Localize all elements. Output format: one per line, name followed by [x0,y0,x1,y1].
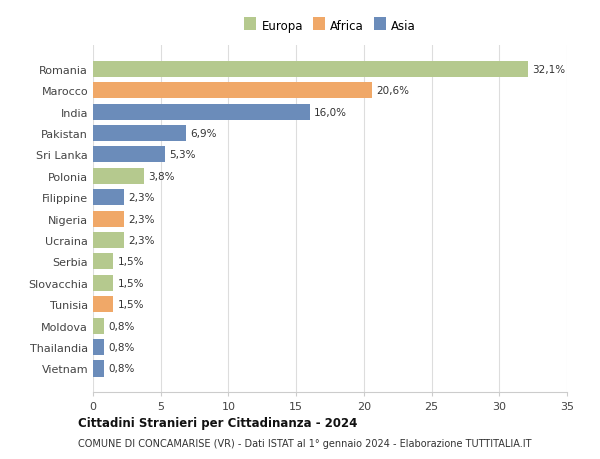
Text: 1,5%: 1,5% [118,278,144,288]
Bar [93,361,104,377]
Bar [93,126,187,142]
Bar [93,233,124,248]
Bar [93,254,113,270]
Text: 2,3%: 2,3% [128,235,155,246]
Bar [93,168,145,185]
Text: 3,8%: 3,8% [149,172,175,181]
Bar [93,297,113,313]
Bar [93,318,104,334]
Bar [93,83,372,99]
Text: 0,8%: 0,8% [108,364,134,374]
Text: 2,3%: 2,3% [128,193,155,203]
Bar [93,190,124,206]
Bar [93,62,528,78]
Bar [93,147,165,163]
Legend: Europa, Africa, Asia: Europa, Africa, Asia [242,17,418,35]
Bar [93,275,113,291]
Text: 20,6%: 20,6% [376,86,409,96]
Text: 6,9%: 6,9% [191,129,217,139]
Text: 0,8%: 0,8% [108,321,134,331]
Bar [93,339,104,355]
Text: 0,8%: 0,8% [108,342,134,353]
Bar [93,104,310,120]
Text: 1,5%: 1,5% [118,300,144,310]
Text: Cittadini Stranieri per Cittadinanza - 2024: Cittadini Stranieri per Cittadinanza - 2… [78,416,358,429]
Text: 16,0%: 16,0% [314,107,347,118]
Text: 5,3%: 5,3% [169,150,196,160]
Bar [93,211,124,227]
Text: 2,3%: 2,3% [128,214,155,224]
Text: 1,5%: 1,5% [118,257,144,267]
Text: COMUNE DI CONCAMARISE (VR) - Dati ISTAT al 1° gennaio 2024 - Elaborazione TUTTIT: COMUNE DI CONCAMARISE (VR) - Dati ISTAT … [78,438,532,448]
Text: 32,1%: 32,1% [532,65,565,75]
